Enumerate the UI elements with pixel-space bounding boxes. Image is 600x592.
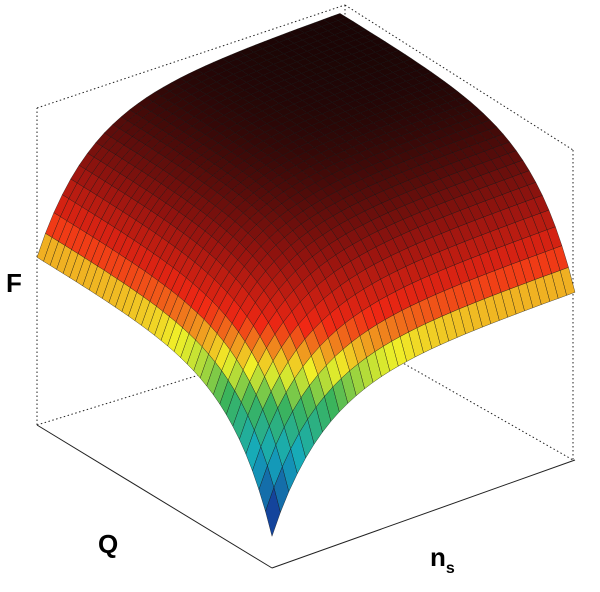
- surface-patch: [265, 486, 281, 538]
- z-axis-label: F: [6, 268, 22, 298]
- x-axis-label: Q: [98, 529, 118, 559]
- y-axis-label-sub: s: [446, 560, 455, 577]
- surface: [36, 13, 576, 538]
- y-axis-label-main: n: [430, 542, 446, 572]
- y-axis-label: ns: [430, 542, 455, 577]
